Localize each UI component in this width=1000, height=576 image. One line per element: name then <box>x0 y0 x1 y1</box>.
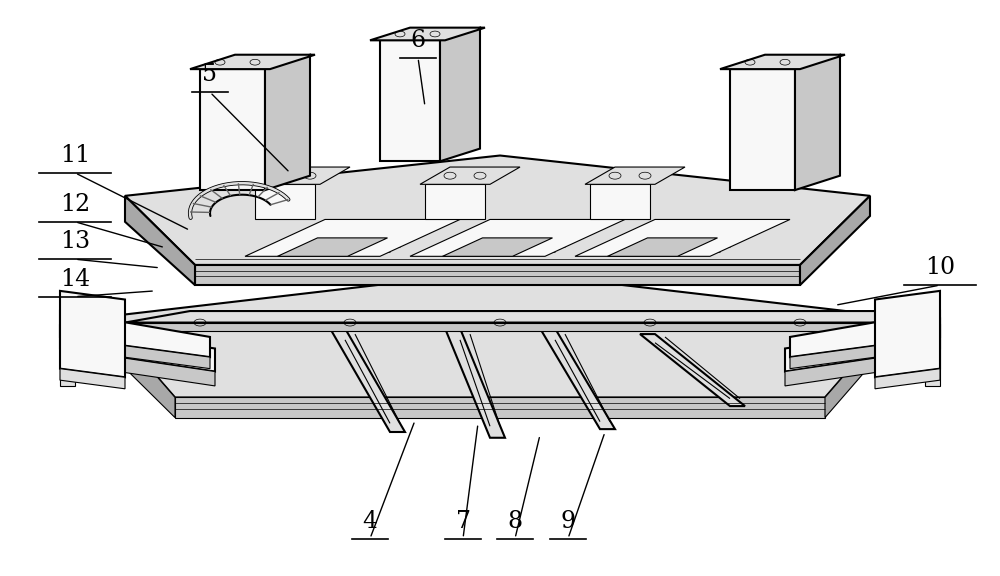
Text: 8: 8 <box>507 510 523 533</box>
Polygon shape <box>575 219 790 256</box>
Polygon shape <box>125 156 870 265</box>
Polygon shape <box>60 325 215 372</box>
Polygon shape <box>730 69 795 190</box>
Polygon shape <box>60 317 75 386</box>
Polygon shape <box>200 69 265 190</box>
Polygon shape <box>125 196 195 285</box>
Polygon shape <box>790 337 940 369</box>
Polygon shape <box>585 167 685 184</box>
Text: 14: 14 <box>60 268 90 291</box>
Polygon shape <box>800 196 870 285</box>
Polygon shape <box>175 397 825 418</box>
Polygon shape <box>125 323 875 331</box>
Text: 11: 11 <box>60 144 90 167</box>
Polygon shape <box>277 238 388 256</box>
Polygon shape <box>250 167 350 184</box>
Text: 9: 9 <box>560 510 576 533</box>
Text: 5: 5 <box>202 63 218 86</box>
Polygon shape <box>105 271 895 397</box>
Polygon shape <box>875 291 940 377</box>
Polygon shape <box>640 334 745 406</box>
Polygon shape <box>330 328 405 432</box>
Polygon shape <box>795 55 840 190</box>
Polygon shape <box>590 184 650 219</box>
Polygon shape <box>540 328 615 429</box>
Text: 4: 4 <box>362 510 378 533</box>
Polygon shape <box>875 369 940 389</box>
Text: 13: 13 <box>60 230 90 253</box>
Polygon shape <box>445 328 505 438</box>
Polygon shape <box>60 348 215 386</box>
Polygon shape <box>60 311 210 357</box>
Polygon shape <box>245 219 460 256</box>
Polygon shape <box>195 265 800 285</box>
Polygon shape <box>607 238 718 256</box>
Polygon shape <box>785 325 940 372</box>
Polygon shape <box>190 55 315 69</box>
Text: 12: 12 <box>60 193 90 216</box>
Polygon shape <box>255 184 315 219</box>
Text: 7: 7 <box>456 510 471 533</box>
Polygon shape <box>790 311 940 357</box>
Polygon shape <box>420 167 520 184</box>
Polygon shape <box>825 317 895 418</box>
Polygon shape <box>125 311 940 323</box>
Polygon shape <box>265 55 310 190</box>
Polygon shape <box>60 369 125 389</box>
Polygon shape <box>442 238 553 256</box>
Text: 10: 10 <box>925 256 955 279</box>
Polygon shape <box>380 40 440 161</box>
Polygon shape <box>425 184 485 219</box>
Polygon shape <box>60 337 210 369</box>
Polygon shape <box>785 348 940 386</box>
Polygon shape <box>370 28 485 40</box>
Polygon shape <box>440 28 480 161</box>
Polygon shape <box>60 291 125 377</box>
Text: 6: 6 <box>410 29 426 52</box>
Polygon shape <box>720 55 845 69</box>
Polygon shape <box>105 317 175 418</box>
Polygon shape <box>925 317 940 386</box>
Polygon shape <box>410 219 625 256</box>
